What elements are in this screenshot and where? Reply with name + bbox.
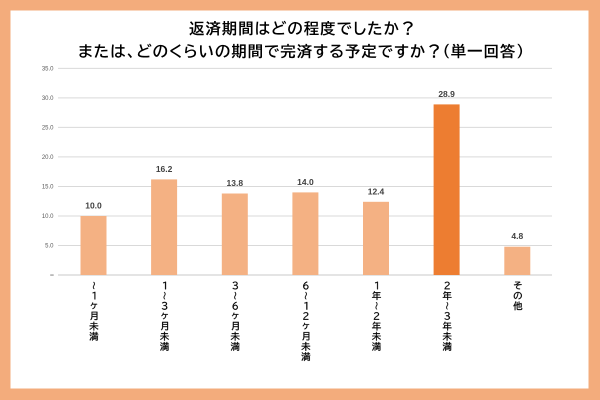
svg-text:20.0: 20.0 [42,155,54,161]
svg-text:10.0: 10.0 [42,214,54,220]
svg-text:13.8: 13.8 [227,178,244,188]
svg-text:12.4: 12.4 [368,186,385,196]
svg-text:4.8: 4.8 [511,231,523,241]
svg-text:25.0: 25.0 [42,126,54,132]
svg-text:14.0: 14.0 [297,177,314,187]
svg-text:5.0: 5.0 [45,244,54,250]
svg-text:30.0: 30.0 [42,96,54,102]
svg-text:15.0: 15.0 [42,185,54,191]
svg-text:35.0: 35.0 [42,67,54,73]
svg-text:16.2: 16.2 [156,164,173,174]
svg-text:28.9: 28.9 [438,89,455,99]
svg-text:10.0: 10.0 [85,201,102,211]
